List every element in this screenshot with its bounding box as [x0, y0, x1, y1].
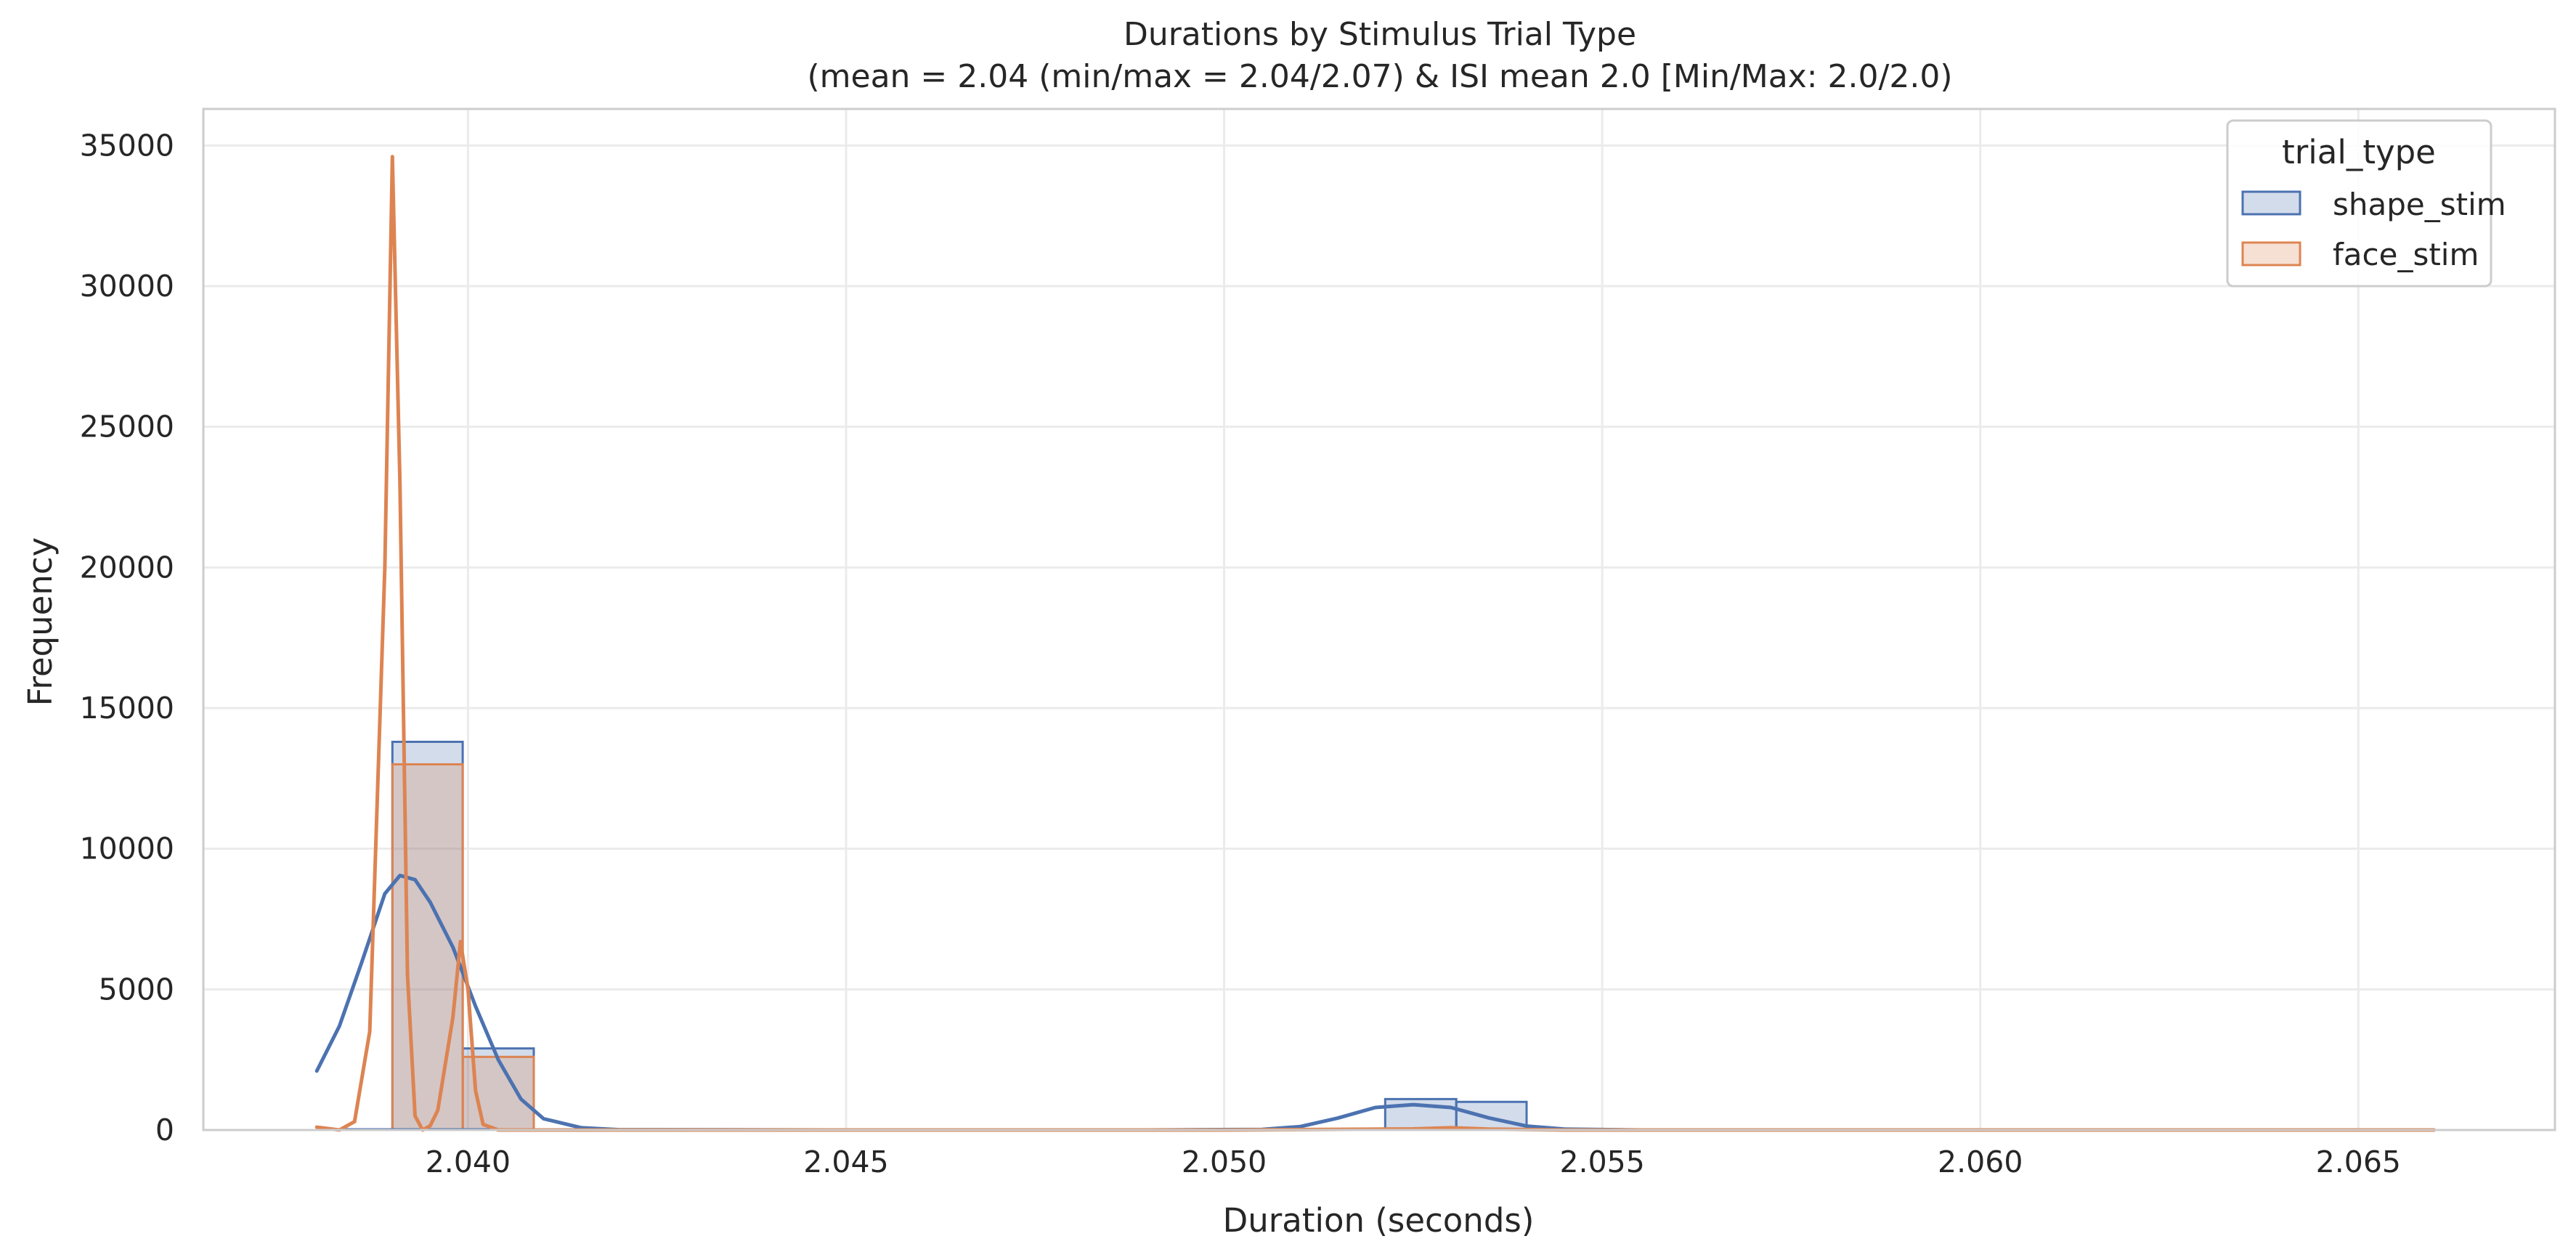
legend-swatch-face-stim: [2241, 241, 2301, 267]
x-tick-label: 2.055: [1559, 1145, 1644, 1179]
legend-swatch-shape-stim: [2241, 190, 2301, 216]
x-tick-label: 2.040: [426, 1145, 511, 1179]
y-tick-labels: 0 5000 10000 15000 20000 25000 30000 35000: [80, 128, 174, 1147]
y-tick-label: 5000: [99, 972, 174, 1007]
x-tick-label: 2.065: [2316, 1145, 2401, 1179]
y-tick-label: 0: [155, 1113, 174, 1147]
y-tick-label: 15000: [80, 691, 174, 725]
legend: trial_type shape_stim face_stim: [2226, 119, 2506, 288]
y-axis-label: Frequency: [21, 537, 60, 706]
y-tick-label: 25000: [80, 410, 174, 444]
x-tick-label: 2.045: [803, 1145, 888, 1179]
bar-shape-stim: [1455, 1100, 1528, 1131]
x-tick-label: 2.050: [1182, 1145, 1267, 1179]
legend-label-shape-stim: shape_stim: [2333, 187, 2506, 222]
y-tick-label: 30000: [80, 269, 174, 304]
legend-label-face-stim: face_stim: [2333, 237, 2479, 272]
plot-frame: [202, 107, 2556, 1131]
x-tick-labels: 2.040 2.045 2.050 2.055 2.060 2.065: [426, 1145, 2401, 1179]
legend-title: trial_type: [2282, 133, 2436, 171]
kde-line-face-stim: [314, 155, 2436, 1132]
x-tick-label: 2.060: [1938, 1145, 2023, 1179]
y-tick-label: 35000: [80, 128, 174, 163]
chart-subtitle: (mean = 2.04 (min/max = 2.04/2.07) & ISI…: [808, 58, 1953, 95]
y-tick-label: 10000: [80, 832, 174, 866]
x-axis-label: Duration (seconds): [1223, 1201, 1535, 1240]
chart-title: Durations by Stimulus Trial Type: [1124, 16, 1636, 53]
legend-box: [2226, 119, 2492, 288]
y-tick-label: 20000: [80, 550, 174, 585]
